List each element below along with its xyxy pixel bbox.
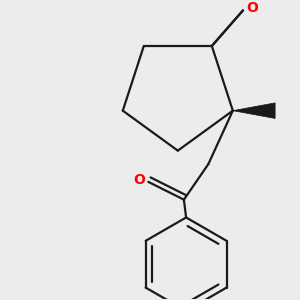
Polygon shape	[233, 103, 275, 118]
Text: O: O	[134, 172, 145, 187]
Text: O: O	[246, 1, 258, 15]
